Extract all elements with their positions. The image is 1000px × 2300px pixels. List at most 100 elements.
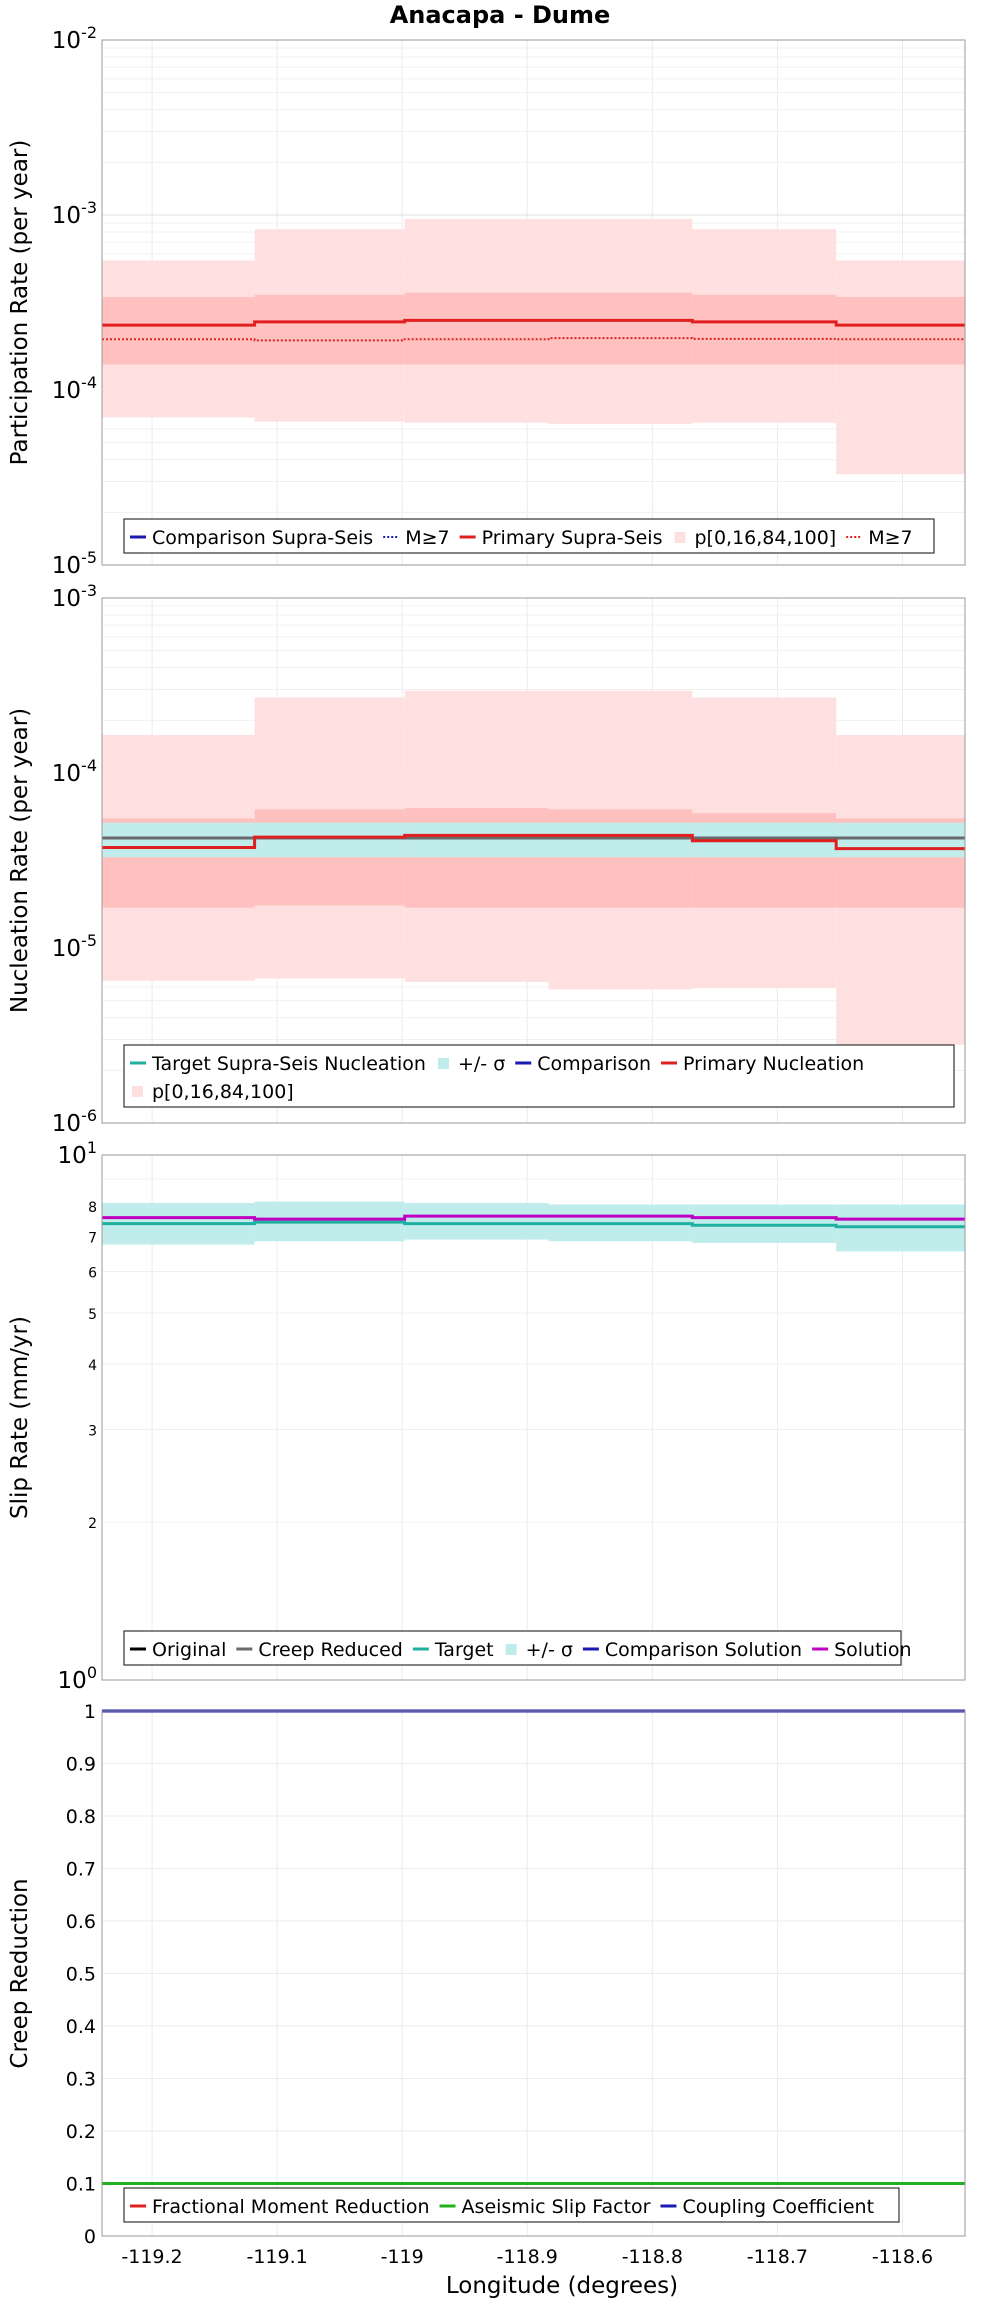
series-line xyxy=(102,318,965,327)
legend-label: Solution xyxy=(834,1639,911,1661)
x-axis-label: Longitude (degrees) xyxy=(446,2273,678,2299)
legend-item: Comparison Supra-Seis xyxy=(130,527,373,549)
legend-item: Target xyxy=(412,1639,494,1661)
y-tick-label: 0.9 xyxy=(66,1754,96,1776)
band-segment xyxy=(102,822,255,858)
y-tick-label: 101 xyxy=(58,1138,97,1169)
series-4 xyxy=(102,318,965,327)
legend-box xyxy=(123,518,935,554)
legend-label: p[0,16,84,100] xyxy=(152,1081,294,1103)
legend: Fractional Moment Reduction Aseismic Slip… xyxy=(123,2187,900,2223)
legend-label: Comparison Supra-Seis xyxy=(152,527,373,549)
y-axis-label: Participation Rate (per year) xyxy=(7,140,33,466)
x-tick-label: -118.8 xyxy=(622,2246,683,2268)
legend-item: Fractional Moment Reduction xyxy=(130,2196,430,2218)
legend-item: Primary Supra-Seis xyxy=(459,527,662,549)
y-axis-label: Slip Rate (mm/yr) xyxy=(7,1316,33,1519)
panel-3: 100 101 2 3 4 5 6 7 8 Slip Rate (mm/yr) Original Cr… xyxy=(7,1138,966,1694)
legend-label: Fractional Moment Reduction xyxy=(152,2196,430,2218)
legend-label: Target xyxy=(434,1639,494,1661)
series-line xyxy=(102,833,965,851)
band-segment xyxy=(404,822,549,858)
y-ticks: 100 101 2 3 4 5 6 7 8 xyxy=(58,1138,98,1694)
legend-label: Original xyxy=(152,1639,226,1661)
y-minor-tick-label: 4 xyxy=(88,1358,97,1374)
legend: Original Creep Reduced Target +/- σ Comparis… xyxy=(123,1630,912,1666)
legend: Target Supra-Seis Nucleation +/- σ Compari… xyxy=(123,1044,955,1108)
y-ticks: 10-6 10-5 10-4 10-3 xyxy=(52,581,97,1137)
legend-item: Original xyxy=(130,1639,226,1661)
legend-swatch xyxy=(437,1058,449,1069)
y-tick-label: 10-4 xyxy=(52,373,97,404)
band-segment xyxy=(548,292,693,365)
legend-label: Coupling Coefficient xyxy=(682,2196,874,2218)
band-segment xyxy=(254,822,405,858)
y-tick-label: 0.3 xyxy=(66,2069,96,2091)
legend-item: M≥7 xyxy=(846,527,913,549)
y-tick-label: 10-4 xyxy=(52,756,97,787)
chart-title: Anacapa - Dume xyxy=(390,1,611,29)
plot-frame xyxy=(101,39,966,566)
series-line xyxy=(102,1220,965,1229)
series-3 xyxy=(102,337,965,342)
legend-label: Comparison Solution xyxy=(605,1639,802,1661)
series-line xyxy=(102,337,965,342)
legend-item: +/- σ xyxy=(505,1639,573,1661)
y-tick-label: 10-3 xyxy=(52,198,97,229)
legend-item: Primary Nucleation xyxy=(661,1053,864,1075)
legend-label: Comparison xyxy=(537,1053,651,1075)
x-tick-label: -118.7 xyxy=(747,2246,808,2268)
series-5 xyxy=(102,833,965,851)
panel-1: 10-5 10-4 10-3 10-2 Participation Rate (per … xyxy=(7,23,966,579)
y-axis-label: Nucleation Rate (per year) xyxy=(7,708,33,1013)
y-tick-label: 0 xyxy=(84,2226,96,2248)
x-tick-label: -119.1 xyxy=(246,2246,307,2268)
legend-label: Target Supra-Seis Nucleation xyxy=(151,1053,426,1075)
y-minor-tick-label: 7 xyxy=(88,1230,97,1246)
legend-swatch xyxy=(674,532,686,543)
y-tick-label: 0.2 xyxy=(66,2121,96,2143)
x-ticks: -119.2 -119.1 -119 -118.9 -118.8 -118.7 -118.6 xyxy=(121,2246,933,2268)
y-tick-label: 10-2 xyxy=(52,23,97,54)
series-3 xyxy=(102,1214,965,1221)
x-tick-label: -118.6 xyxy=(872,2246,933,2268)
band-segment xyxy=(254,294,405,365)
band-segment xyxy=(404,292,549,365)
legend-label: +/- σ xyxy=(526,1639,573,1661)
legend-item: p[0,16,84,100] xyxy=(674,527,836,549)
legend-item: Comparison Solution xyxy=(582,1639,802,1661)
legend-item: p[0,16,84,100] xyxy=(132,1081,294,1103)
legend-label: Primary Nucleation xyxy=(683,1053,864,1075)
legend-label: p[0,16,84,100] xyxy=(694,527,836,549)
band-segment xyxy=(102,296,255,365)
y-ticks: 0 0.1 0.2 0.3 0.4 0.5 0.6 0.7 0.8 0.9 1 xyxy=(66,1701,96,2248)
legend: Comparison Supra-Seis M≥7 Primary Supra-Se… xyxy=(123,518,935,554)
series-line xyxy=(102,1214,965,1221)
legend-item: +/- σ xyxy=(437,1053,505,1075)
band-segment xyxy=(836,260,965,475)
y-tick-label: 10-6 xyxy=(52,1106,97,1137)
y-tick-label: 1 xyxy=(84,1701,96,1723)
panel-4: 0 0.1 0.2 0.3 0.4 0.5 0.6 0.7 0.8 0.9 1 Creep Reduc… xyxy=(7,1701,966,2268)
y-minor-tick-label: 5 xyxy=(88,1307,97,1323)
legend-label: M≥7 xyxy=(405,527,449,549)
y-tick-label: 100 xyxy=(58,1663,97,1694)
legend-item: Comparison xyxy=(515,1053,651,1075)
plot-frame xyxy=(101,1710,966,2237)
legend-item: Creep Reduced xyxy=(236,1639,403,1661)
legend-swatch xyxy=(132,1086,143,1097)
band-segment xyxy=(404,1203,549,1240)
legend-box xyxy=(123,1044,955,1108)
gridlines xyxy=(102,1710,965,2237)
band-segment xyxy=(836,296,965,365)
x-tick-label: -119 xyxy=(381,2246,424,2268)
y-axis-label: Creep Reduction xyxy=(7,1878,33,2068)
y-tick-label: 10-3 xyxy=(52,581,97,612)
y-tick-label: 0.1 xyxy=(66,2174,96,2196)
y-tick-label: 10-5 xyxy=(52,548,97,579)
legend-item: Target Supra-Seis Nucleation xyxy=(130,1053,426,1075)
band-segment xyxy=(692,1204,837,1243)
band-segment xyxy=(692,294,837,365)
y-ticks: 10-5 10-4 10-3 10-2 xyxy=(52,23,97,579)
x-tick-label: -118.9 xyxy=(497,2246,558,2268)
